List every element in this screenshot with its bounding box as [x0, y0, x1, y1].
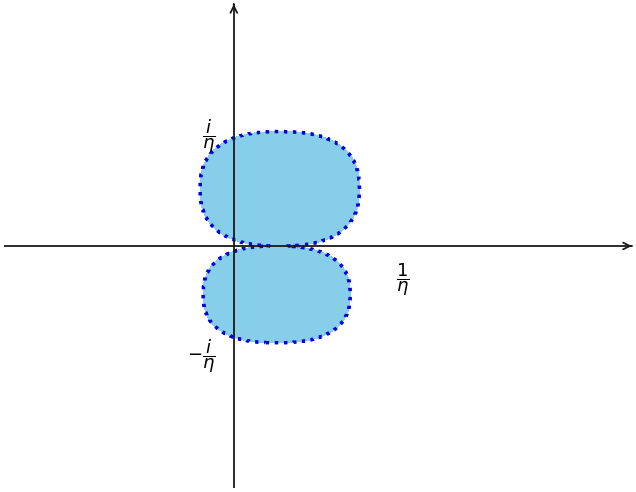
Text: $\dfrac{1}{\eta}$: $\dfrac{1}{\eta}$ [396, 261, 410, 298]
Text: $-\dfrac{i}{\eta}$: $-\dfrac{i}{\eta}$ [187, 337, 216, 375]
Text: $\dfrac{i}{\eta}$: $\dfrac{i}{\eta}$ [202, 117, 216, 155]
